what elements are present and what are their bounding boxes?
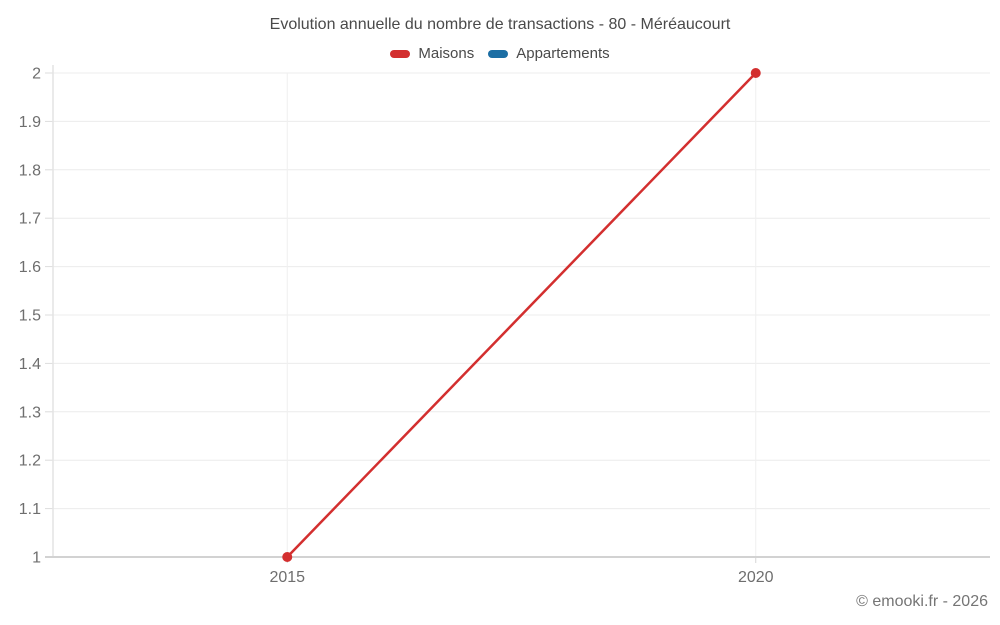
y-axis-label: 1.4 xyxy=(19,356,41,373)
y-axis-label: 1.5 xyxy=(19,308,41,325)
maisons-series-marker-icon xyxy=(390,49,411,58)
legend: Maisons Appartements xyxy=(0,45,1000,62)
legend-item-maisons[interactable]: Maisons xyxy=(390,45,474,62)
y-axis-label: 1.9 xyxy=(19,114,41,131)
maisons-point-2015[interactable] xyxy=(282,552,293,562)
y-axis-label: 1.1 xyxy=(19,501,41,518)
appartements-series-marker-icon xyxy=(488,49,509,58)
x-axis-label: 2015 xyxy=(269,569,305,586)
y-axis-label: 1.6 xyxy=(19,259,41,276)
legend-label-maisons: Maisons xyxy=(418,45,475,62)
legend-item-appartements[interactable]: Appartements xyxy=(488,45,610,62)
y-axis-label: 1 xyxy=(32,550,41,567)
y-axis-label: 1.3 xyxy=(19,404,41,421)
maisons-point-2020[interactable] xyxy=(750,68,761,78)
y-axis-label: 2 xyxy=(32,66,41,83)
legend-label-appartements: Appartements xyxy=(516,45,610,62)
x-axis-label: 2020 xyxy=(738,569,774,586)
y-axis-label: 1.2 xyxy=(19,453,41,470)
y-axis-label: 1.7 xyxy=(19,211,41,228)
chart-title: Evolution annuelle du nombre de transact… xyxy=(269,16,731,33)
maisons-line xyxy=(286,71,757,559)
footer-credit: © emooki.fr - 2026 xyxy=(856,593,988,610)
y-axis-label: 1.8 xyxy=(19,162,41,179)
